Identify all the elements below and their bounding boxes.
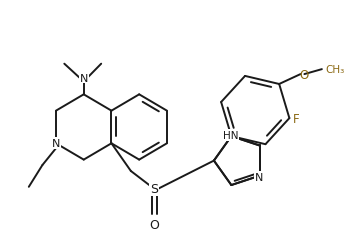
Text: O: O	[149, 218, 159, 231]
Text: CH₃: CH₃	[326, 65, 345, 75]
Text: N: N	[52, 139, 60, 149]
Text: O: O	[300, 68, 309, 81]
Text: N: N	[79, 73, 88, 83]
Text: F: F	[293, 112, 299, 125]
Text: S: S	[150, 182, 158, 196]
Text: HN: HN	[223, 131, 238, 140]
Text: N: N	[255, 172, 264, 182]
